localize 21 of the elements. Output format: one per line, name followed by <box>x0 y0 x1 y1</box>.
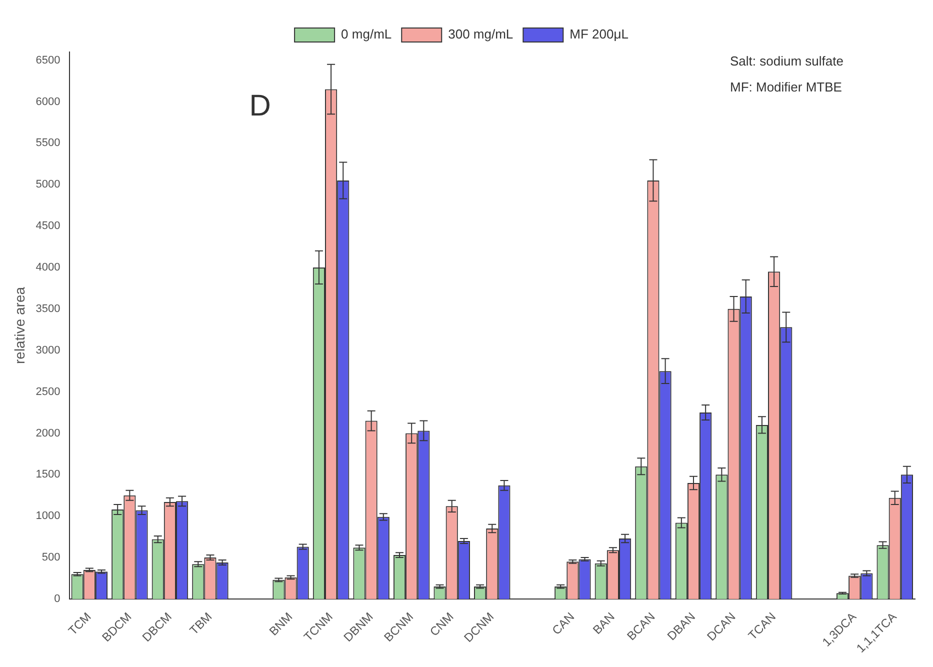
y-tick-label: 0 <box>54 593 60 606</box>
annotation: MF: Modifier MTBE <box>730 80 842 95</box>
y-tick-label: 1000 <box>36 510 60 522</box>
y-tick-label: 5500 <box>36 137 60 150</box>
legend-label: 0 mg/mL <box>341 26 392 42</box>
y-tick-label: 4500 <box>36 220 60 232</box>
y-tick-label: 3000 <box>36 344 60 356</box>
annotation: Salt: sodium sulfate <box>730 54 844 69</box>
y-tick-label: 2000 <box>36 427 60 440</box>
y-tick-label: 1500 <box>36 468 60 481</box>
legend-label: MF 200μL <box>570 26 628 42</box>
legend-label: 300 mg/mL <box>448 26 514 42</box>
y-axis-title: relative area <box>11 286 28 364</box>
y-tick-label: 5000 <box>36 178 60 191</box>
y-tick-label: 2500 <box>36 386 60 398</box>
y-tick-label: 3500 <box>36 302 60 315</box>
annotation: D <box>249 89 271 122</box>
y-tick-label: 6000 <box>36 96 60 108</box>
y-tick-label: 6500 <box>36 54 60 66</box>
y-tick-label: 500 <box>42 552 60 564</box>
y-tick-label: 4000 <box>36 262 60 274</box>
